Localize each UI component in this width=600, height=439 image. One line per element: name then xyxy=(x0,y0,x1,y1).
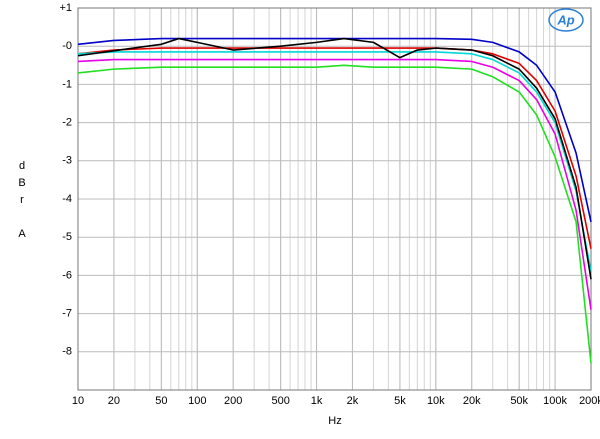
x-tick-label: 500 xyxy=(271,395,289,407)
y-tick-label: -4 xyxy=(62,193,72,205)
y-tick-label: -8 xyxy=(62,346,72,358)
y-tick-label: -3 xyxy=(62,155,72,167)
y-axis-label: dBr A xyxy=(16,160,28,245)
x-tick-label: 1k xyxy=(311,395,323,407)
x-tick-label: 100 xyxy=(188,395,206,407)
x-axis-label: Hz xyxy=(328,415,341,427)
x-tick-label: 50 xyxy=(155,395,167,407)
series-line xyxy=(77,58,592,310)
y-tick-label: -6 xyxy=(62,269,72,281)
y-tick-label: -1 xyxy=(62,78,72,90)
x-tick-label: 10 xyxy=(72,395,84,407)
x-tick-label: 5k xyxy=(394,395,406,407)
x-tick-label: 20 xyxy=(108,395,120,407)
x-tick-label: 10k xyxy=(427,395,445,407)
logo: Ap xyxy=(556,12,574,27)
x-tick-label: 100k xyxy=(543,395,567,407)
plot-frame xyxy=(77,7,592,391)
y-tick-label: -5 xyxy=(62,231,72,243)
y-tick-label: +1 xyxy=(59,2,72,14)
series-line xyxy=(77,51,592,272)
series-line xyxy=(77,37,592,280)
series-line xyxy=(77,47,592,249)
logo-ring xyxy=(548,8,584,32)
x-tick-label: 200 xyxy=(224,395,242,407)
y-tick-label: -0 xyxy=(62,40,72,52)
x-tick-label: 20k xyxy=(463,395,481,407)
series-line xyxy=(77,64,592,364)
x-tick-label: 200k xyxy=(579,395,600,407)
y-tick-label: -2 xyxy=(62,117,72,129)
x-tick-label: 50k xyxy=(510,395,528,407)
x-tick-label: 2k xyxy=(347,395,359,407)
y-tick-label: -7 xyxy=(62,308,72,320)
